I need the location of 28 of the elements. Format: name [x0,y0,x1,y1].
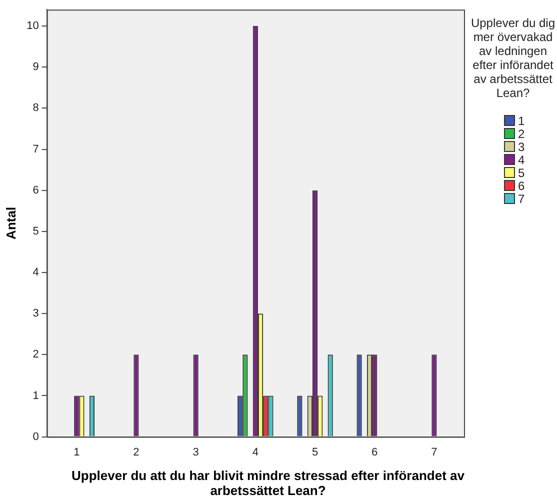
x-axis-title: Upplever du att du har blivit mindre stressad efter införandet av arbetssättet Lean? [70,468,466,498]
legend-label: 3 [518,140,525,154]
y-tick-label: 6 [32,184,39,196]
y-tick-label: 1 [32,390,39,402]
legend-label: 1 [518,114,525,128]
y-tick-label: 0 [32,430,39,443]
y-tick-label: 5 [32,225,39,238]
legend-label: 4 [518,152,525,166]
x-tick-label: 5 [312,446,318,458]
y-tick-label: 10 [26,20,39,32]
x-tick-label: 2 [133,446,140,458]
legend-label: 2 [518,126,525,140]
y-axis-title: Antal [3,206,18,240]
x-tick-label: 4 [252,446,258,458]
y-tick-label: 8 [32,102,39,114]
y-tick-label: 7 [32,143,39,156]
x-tick-label: 1 [74,446,80,458]
legend-label: 7 [518,192,525,206]
y-tick-label: 4 [32,266,39,279]
y-tick-label: 9 [32,61,39,74]
legend-label: 6 [518,178,525,192]
x-tick-label: 3 [192,446,199,458]
y-tick-label: 2 [32,348,39,361]
y-tick-label: 3 [32,308,39,320]
legend-label: 5 [518,166,525,180]
x-tick-label: 7 [431,446,438,458]
legend-title: Upplever du dig mer övervakad av ledningen efter införandet av arbetssättet Lean? [470,16,556,100]
x-tick-label: 6 [372,446,378,458]
